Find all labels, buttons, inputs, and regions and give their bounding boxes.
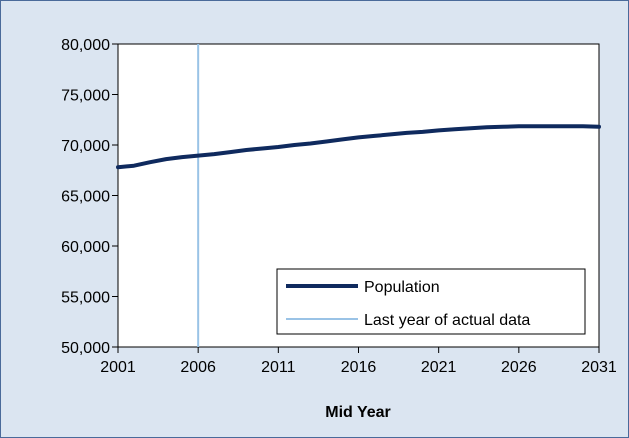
- legend-box: [276, 268, 586, 335]
- y-tick-label: 50,000: [61, 340, 110, 357]
- legend: Population Last year of actual data: [276, 268, 586, 335]
- y-axis: 50,000 55,000 60,000 65,000 70,000 75,000 80,0…: [61, 37, 118, 357]
- x-tick-label: 2031: [581, 359, 617, 376]
- population-series-line: [116, 124, 601, 170]
- x-tick-label: 2011: [261, 359, 296, 376]
- legend-population-label: Population: [364, 279, 440, 296]
- y-tick-label: 65,000: [61, 189, 110, 206]
- x-tick-label: 2001: [100, 359, 136, 376]
- y-tick-label: 60,000: [61, 239, 110, 256]
- x-axis: 2001 2006 2011 2016 2021 2026 2031: [100, 347, 617, 376]
- y-tick-label: 75,000: [61, 88, 110, 105]
- x-axis-title: Mid Year: [325, 404, 391, 421]
- x-tick-label: 2026: [501, 359, 537, 376]
- x-tick-label: 2006: [180, 359, 216, 376]
- y-tick-label: 70,000: [61, 138, 110, 155]
- x-tick-label: 2021: [421, 359, 457, 376]
- y-tick-label: 80,000: [61, 37, 110, 54]
- y-tick-label: 55,000: [61, 290, 110, 307]
- legend-last-actual-data-label: Last year of actual data: [364, 312, 530, 329]
- x-tick-label: 2016: [341, 359, 377, 376]
